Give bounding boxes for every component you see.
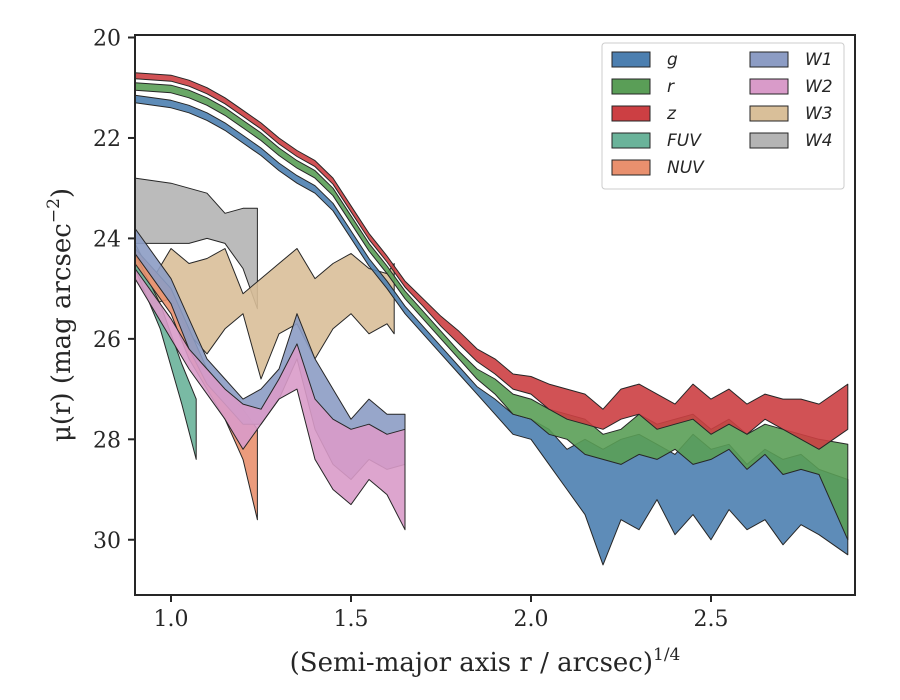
- legend-label-nuv: NUV: [667, 158, 705, 178]
- legend-label-z: z: [666, 104, 677, 124]
- band-g: [135, 94, 849, 566]
- y-tick-label: 26: [93, 328, 121, 353]
- y-tick-label: 30: [93, 529, 121, 554]
- legend-label-g: g: [667, 50, 678, 70]
- legend-swatch-z: [611, 105, 651, 122]
- y-axis-label-suffix: ): [47, 188, 77, 198]
- band-w2: [135, 268, 406, 531]
- legend-label-w1: W1: [805, 50, 833, 70]
- legend-swatch-fuv: [611, 132, 651, 149]
- profile-bands: [135, 72, 849, 566]
- legend-label-w3: W3: [805, 104, 833, 124]
- y-tick-label: 24: [93, 227, 121, 252]
- y-axis-ticks: 20 22 24 26 28 30: [93, 27, 135, 554]
- legend-label-w2: W2: [805, 77, 833, 97]
- legend: grz FUV NUV W1 W2 W3 W4: [601, 42, 845, 190]
- legend-swatch-g: [611, 51, 651, 68]
- y-tick-label: 28: [93, 428, 121, 453]
- legend-swatch-r: [611, 78, 651, 95]
- x-tick-label: 1.0: [154, 607, 189, 632]
- y-axis-label-exponent: −2: [44, 198, 64, 223]
- legend-label-r: r: [667, 77, 675, 97]
- legend-swatch-nuv: [611, 159, 651, 176]
- legend-label-w4: W4: [805, 131, 833, 151]
- plot-frame: [134, 34, 856, 596]
- x-axis-ticks: 1.0 1.5 2.0 2.5: [154, 595, 729, 632]
- legend-label-fuv: FUV: [667, 131, 702, 151]
- y-tick-label: 20: [93, 27, 121, 52]
- y-tick-label: 22: [93, 127, 121, 152]
- x-axis-label-exponent: 1/4: [653, 645, 680, 665]
- y-axis-label: μ(r) (mag arcsec−2): [44, 188, 77, 442]
- legend-swatch-w4: [749, 132, 789, 149]
- legend-swatch-w1: [749, 51, 789, 68]
- legend-swatch-w3: [749, 105, 789, 122]
- x-tick-label: 2.5: [694, 607, 729, 632]
- x-axis-label: (Semi-major axis r / arcsec)1/4: [290, 645, 681, 678]
- x-tick-label: 1.5: [334, 607, 369, 632]
- band-z: [135, 72, 849, 450]
- legend-swatch-w2: [749, 78, 789, 95]
- x-tick-label: 2.0: [514, 607, 549, 632]
